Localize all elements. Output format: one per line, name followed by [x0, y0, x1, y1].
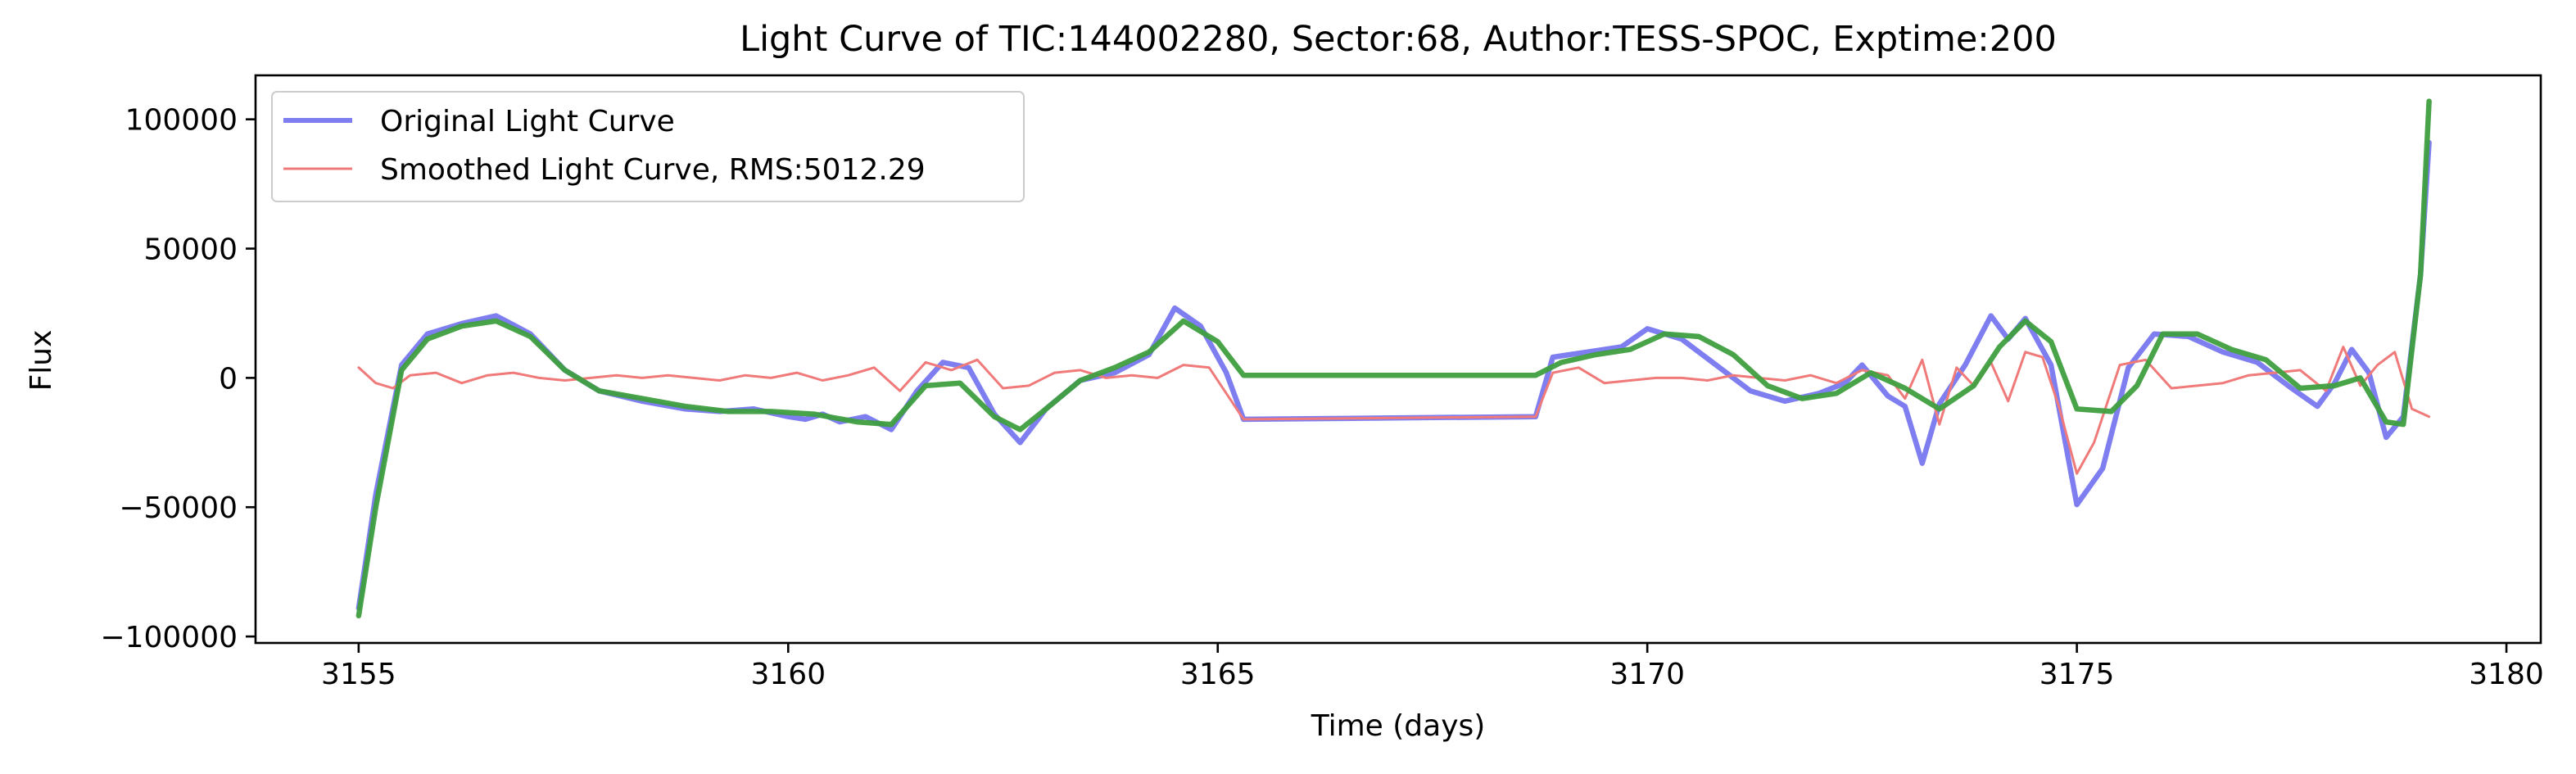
y-tick-label: −100000: [100, 621, 238, 654]
series-layer: [355, 98, 2432, 619]
y-axis: 100000 50000 0 −50000 −100000: [100, 104, 256, 654]
x-tick-label: 3155: [321, 658, 396, 691]
y-axis-label: Flux: [25, 330, 58, 392]
x-tick-label: 3160: [750, 658, 826, 691]
legend-frame: [271, 91, 1025, 202]
x-tick-label: 3170: [1609, 658, 1685, 691]
series-trend-curve: [355, 98, 2432, 619]
y-tick-label: 50000: [143, 233, 238, 267]
plot-area: [254, 74, 2542, 645]
y-tick-label: 0: [219, 362, 238, 396]
chart-title: Light Curve of TIC:144002280, Sector:68,…: [740, 19, 2057, 60]
x-axis: 3155 3160 3165 3170 3175 3180: [321, 643, 2544, 691]
x-tick-label: 3175: [2040, 658, 2115, 691]
legend-label-smoothed: Smoothed Light Curve, RMS:5012.29: [380, 153, 926, 187]
series-smoothed-light-curve: [357, 346, 2431, 475]
legend: Original Light Curve Smoothed Light Curv…: [271, 91, 1025, 202]
x-tick-label: 3180: [2469, 658, 2544, 691]
y-tick-label: −50000: [119, 491, 238, 525]
x-tick-label: 3165: [1180, 658, 1256, 691]
legend-label-original: Original Light Curve: [380, 105, 675, 138]
plot-frame: [254, 74, 2542, 645]
x-axis-label: Time (days): [1311, 709, 1486, 743]
y-tick-label: 100000: [125, 104, 238, 138]
